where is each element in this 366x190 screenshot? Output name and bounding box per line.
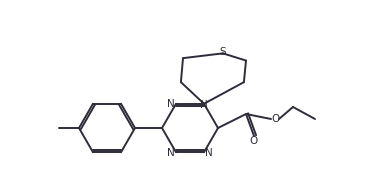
Text: N: N: [200, 100, 208, 110]
Text: N: N: [167, 99, 175, 109]
Text: S: S: [220, 47, 226, 57]
Text: N: N: [167, 148, 175, 158]
Text: N: N: [205, 148, 213, 158]
Text: O: O: [250, 136, 258, 146]
Text: O: O: [271, 114, 279, 124]
